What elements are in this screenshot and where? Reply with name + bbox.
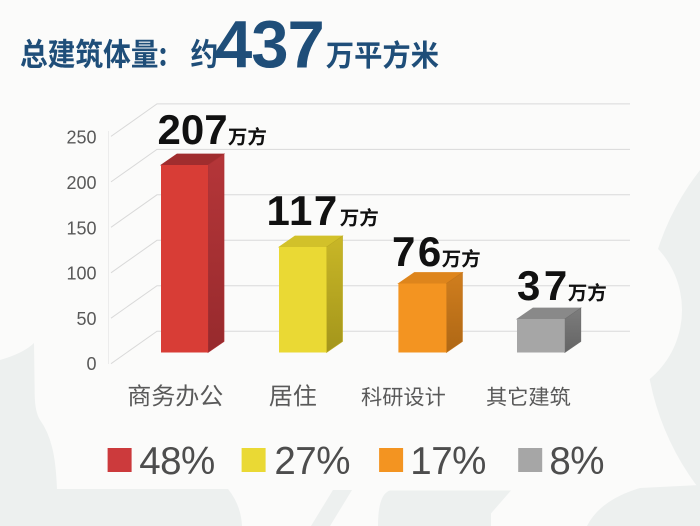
svg-text:437: 437: [215, 8, 324, 83]
svg-text:117: 117: [267, 187, 339, 234]
svg-text:17%: 17%: [410, 440, 486, 483]
svg-text:50: 50: [76, 309, 96, 329]
svg-text:76: 76: [392, 228, 444, 275]
svg-text:100: 100: [66, 264, 96, 284]
svg-text:200: 200: [66, 173, 96, 193]
svg-text:250: 250: [66, 127, 96, 147]
svg-text:150: 150: [66, 218, 96, 238]
svg-text:207: 207: [158, 106, 228, 153]
svg-text:0: 0: [86, 354, 96, 374]
svg-text:8%: 8%: [549, 440, 604, 483]
svg-text:48%: 48%: [139, 440, 215, 483]
svg-text:27%: 27%: [274, 440, 350, 483]
svg-text:37: 37: [517, 262, 571, 309]
